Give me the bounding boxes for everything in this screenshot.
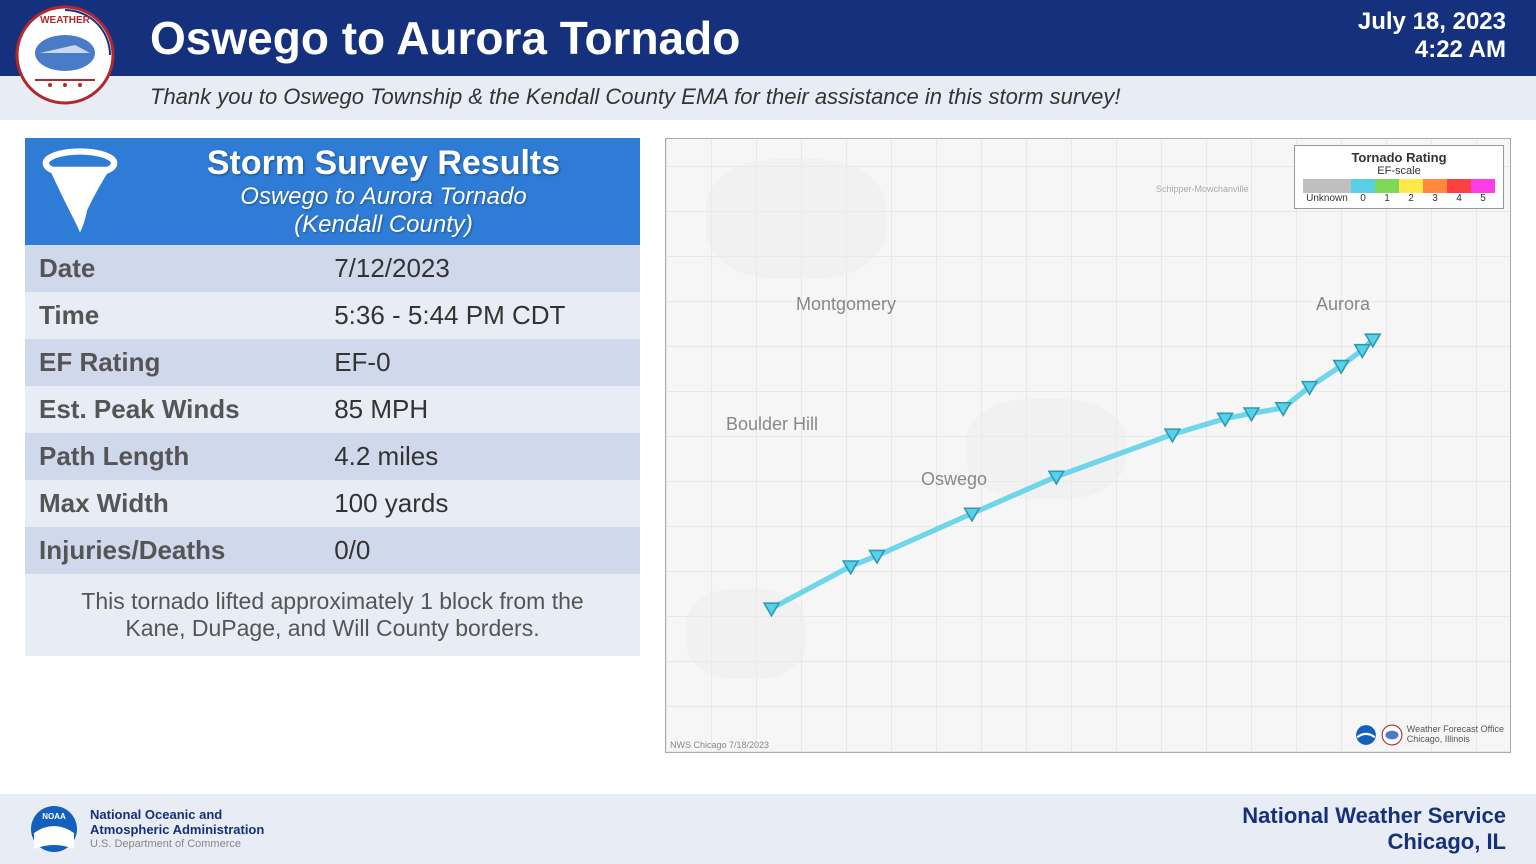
table-row: Est. Peak Winds85 MPH (25, 386, 640, 433)
page-title: Oswego to Aurora Tornado (150, 11, 740, 65)
map-legend: Tornado Rating EF-scale Unknown012345 (1294, 145, 1504, 209)
legend-label: 5 (1471, 193, 1495, 204)
legend-swatch (1471, 179, 1495, 193)
city-label: Boulder Hill (726, 414, 818, 435)
nws-logo: WEATHER (15, 5, 115, 105)
row-value: 4.2 miles (320, 433, 640, 480)
table-row: Date7/12/2023 (25, 245, 640, 292)
legend-label: 3 (1423, 193, 1447, 204)
header-time: 4:22 AM (1358, 36, 1506, 64)
footer-noaa-text: National Oceanic and Atmospheric Adminis… (90, 807, 264, 851)
map-attribution: NWS Chicago 7/18/2023 (670, 740, 769, 750)
map-panel: Montgomery Aurora Boulder Hill Oswego Schipp… (665, 138, 1511, 753)
row-value: 5:36 - 5:44 PM CDT (320, 292, 640, 339)
noaa-line1: National Oceanic and (90, 807, 264, 823)
nws-mini-icon (1381, 724, 1403, 746)
legend-label: 4 (1447, 193, 1471, 204)
survey-table: Date7/12/2023Time5:36 - 5:44 PM CDTEF Ra… (25, 245, 640, 656)
wfo-text: Weather Forecast OfficeChicago, Illinois (1407, 725, 1504, 745)
header-date: July 18, 2023 (1358, 8, 1506, 36)
header-bar: WEATHER Oswego to Aurora Tornado July 18… (0, 0, 1536, 76)
noaa-logo: NOAA (30, 805, 78, 853)
legend-label: 2 (1399, 193, 1423, 204)
table-row: EF RatingEF-0 (25, 339, 640, 386)
subheader-thanks: Thank you to Oswego Township & the Kenda… (0, 76, 1536, 120)
survey-title: Storm Survey Results (137, 144, 630, 183)
row-label: Date (25, 245, 320, 292)
row-label: Time (25, 292, 320, 339)
row-value: EF-0 (320, 339, 640, 386)
table-row: Max Width100 yards (25, 480, 640, 527)
wfo-label: Weather Forecast OfficeChicago, Illinois (1355, 724, 1504, 746)
footer-right2: Chicago, IL (1242, 829, 1506, 855)
row-label: Path Length (25, 433, 320, 480)
city-label: Oswego (921, 469, 987, 490)
row-label: Max Width (25, 480, 320, 527)
svg-text:NOAA: NOAA (42, 812, 66, 821)
legend-label: 1 (1375, 193, 1399, 204)
legend-swatch (1351, 179, 1375, 193)
city-label: Montgomery (796, 294, 896, 315)
header-datetime: July 18, 2023 4:22 AM (1358, 8, 1506, 64)
footer-bar: NOAA National Oceanic and Atmospheric Ad… (0, 794, 1536, 864)
row-label: Est. Peak Winds (25, 386, 320, 433)
legend-swatch (1447, 179, 1471, 193)
note-row: This tornado lifted approximately 1 bloc… (25, 574, 640, 656)
map-shape (706, 159, 886, 279)
row-label: Injuries/Deaths (25, 527, 320, 574)
legend-swatch (1399, 179, 1423, 193)
row-label: EF Rating (25, 339, 320, 386)
table-row: Time5:36 - 5:44 PM CDT (25, 292, 640, 339)
noaa-line2: Atmospheric Administration (90, 822, 264, 838)
row-value: 7/12/2023 (320, 245, 640, 292)
survey-county: (Kendall County) (137, 211, 630, 239)
legend-label: 0 (1351, 193, 1375, 204)
note-text: This tornado lifted approximately 1 bloc… (25, 574, 640, 656)
survey-subtitle: Oswego to Aurora Tornado (137, 183, 630, 211)
footer-left: NOAA National Oceanic and Atmospheric Ad… (30, 805, 264, 853)
svg-text:WEATHER: WEATHER (40, 15, 91, 26)
small-place-label: Schipper-Mowchanville (1156, 184, 1249, 194)
legend-swatch (1303, 179, 1351, 193)
legend-swatch (1375, 179, 1399, 193)
row-value: 100 yards (320, 480, 640, 527)
footer-right1: National Weather Service (1242, 803, 1506, 829)
city-label: Aurora (1316, 294, 1370, 315)
legend-swatch (1423, 179, 1447, 193)
survey-panel: Storm Survey Results Oswego to Aurora To… (25, 138, 640, 753)
table-row: Injuries/Deaths0/0 (25, 527, 640, 574)
legend-title: Tornado Rating (1303, 150, 1495, 165)
row-value: 0/0 (320, 527, 640, 574)
noaa-line3: U.S. Department of Commerce (90, 838, 264, 851)
map-shape (966, 399, 1126, 499)
map-shape (686, 589, 806, 679)
legend-sub: EF-scale (1303, 165, 1495, 177)
tornado-icon (35, 147, 125, 237)
table-row: Path Length4.2 miles (25, 433, 640, 480)
survey-header: Storm Survey Results Oswego to Aurora To… (25, 138, 640, 245)
row-value: 85 MPH (320, 386, 640, 433)
legend-label: Unknown (1303, 193, 1351, 204)
content-area: Storm Survey Results Oswego to Aurora To… (0, 120, 1536, 753)
noaa-mini-icon (1355, 724, 1377, 746)
footer-right: National Weather Service Chicago, IL (1242, 803, 1506, 856)
